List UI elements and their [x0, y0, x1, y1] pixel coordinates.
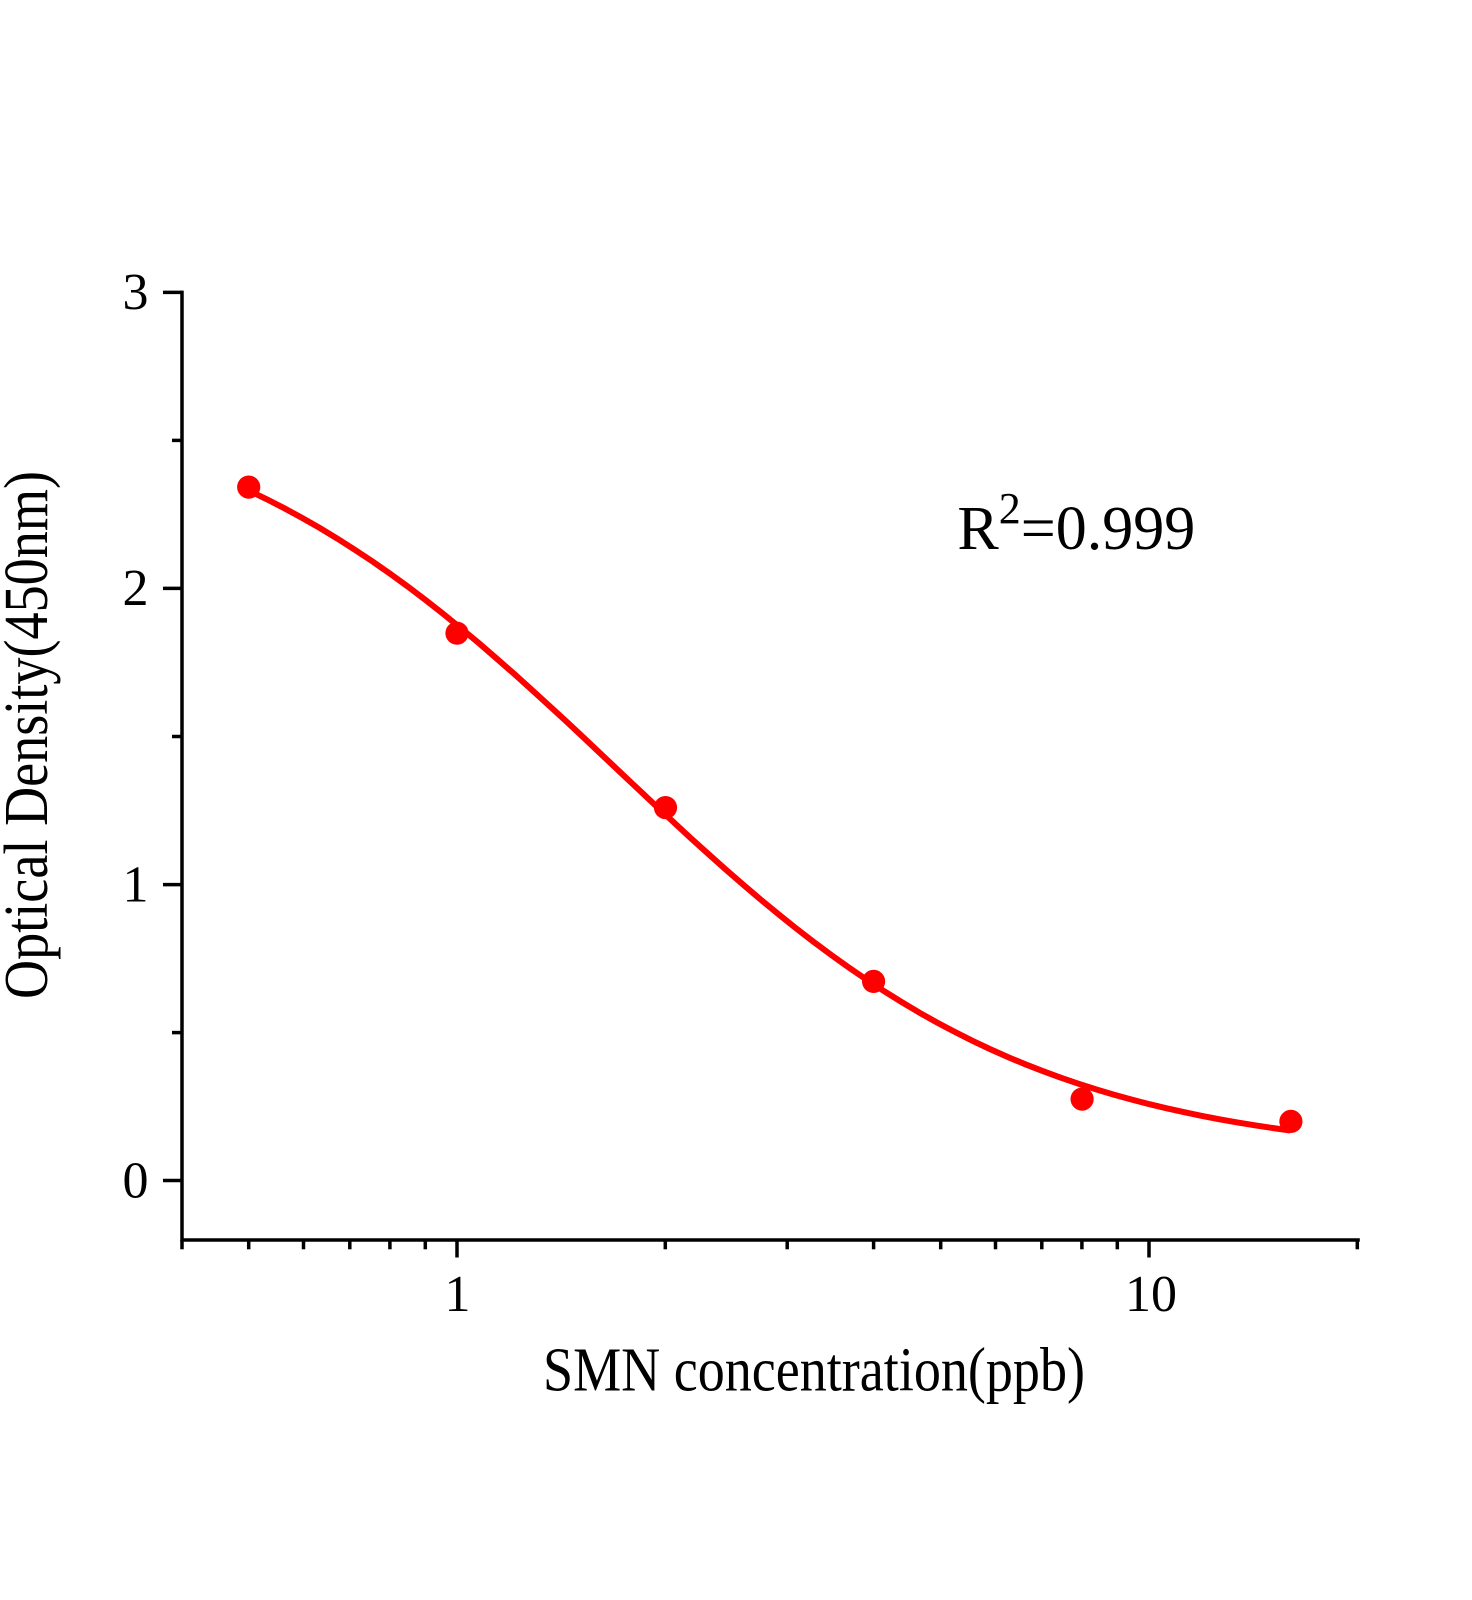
- svg-text:SMN concentration(ppb): SMN concentration(ppb): [543, 1337, 1085, 1405]
- svg-text:0: 0: [123, 1152, 149, 1209]
- svg-text:R2=0.999: R2=0.999: [957, 484, 1195, 563]
- svg-text:Optical Density(450nm): Optical Density(450nm): [0, 471, 61, 999]
- svg-text:3: 3: [123, 264, 149, 321]
- svg-text:1: 1: [445, 1266, 471, 1323]
- svg-text:10: 10: [1125, 1266, 1177, 1323]
- svg-text:2: 2: [123, 560, 149, 617]
- svg-text:1: 1: [123, 856, 149, 913]
